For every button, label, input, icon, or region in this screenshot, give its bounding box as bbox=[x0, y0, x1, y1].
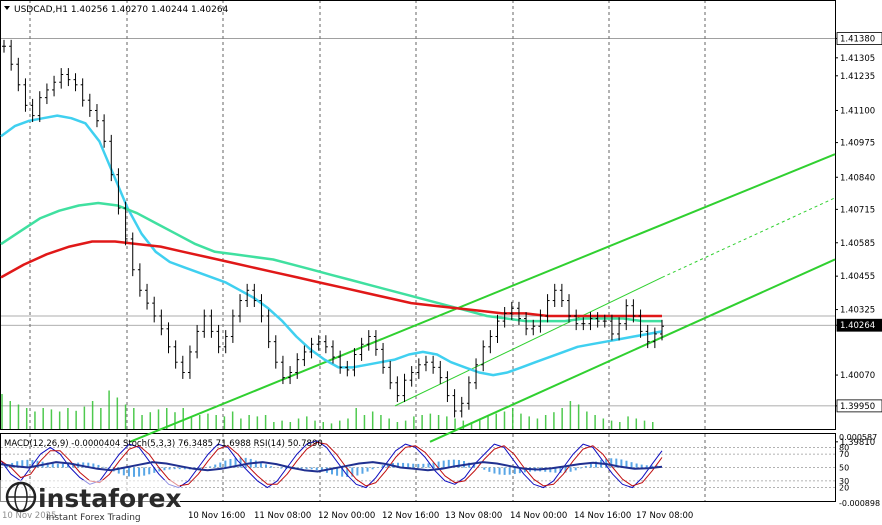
time-tick-label: 13 Nov 08:00 bbox=[445, 511, 502, 521]
price-label-box bbox=[836, 32, 882, 45]
price-tick-label: 1.41305 bbox=[840, 54, 875, 64]
symbol-header: USDCAD,H1 1.40256 1.40270 1.40244 1.4026… bbox=[14, 5, 229, 15]
indicator-tick-label: 30 bbox=[839, 477, 849, 486]
channel-line bbox=[394, 276, 663, 407]
price-channel bbox=[129, 153, 836, 443]
price-tick-label: 1.40264 bbox=[840, 321, 875, 331]
price-bars bbox=[2, 39, 664, 418]
price-tick-label: 1.40070 bbox=[840, 371, 875, 381]
ma-line-ma_mid bbox=[0, 201, 662, 323]
price-tick-label: 1.41380 bbox=[840, 35, 875, 45]
indicator-tick-label: 70 bbox=[839, 450, 849, 459]
level-lines bbox=[1, 38, 835, 407]
indicator-pane bbox=[0, 440, 835, 489]
volume-bars bbox=[1, 390, 654, 429]
ma-line-ma_slow bbox=[0, 240, 662, 318]
price-tick-label: 1.39810 bbox=[840, 438, 875, 448]
time-tick-label: 14 Nov 16:00 bbox=[574, 511, 631, 521]
indicator-tick-label: -0.000898 bbox=[839, 499, 880, 508]
instaforex-logo: instaforex Instant Forex Trading bbox=[0, 480, 182, 525]
brand-name: instaforex bbox=[38, 484, 182, 513]
time-tick-label: 10 Nov 16:00 bbox=[188, 511, 245, 521]
price-tick-label: 1.41100 bbox=[840, 106, 875, 116]
stoch-signal-line bbox=[0, 441, 663, 487]
time-tick-label: 12 Nov 00:00 bbox=[318, 511, 375, 521]
moving-averages bbox=[0, 114, 663, 377]
time-tick-label: 11 Nov 08:00 bbox=[254, 511, 311, 521]
price-label-box bbox=[836, 399, 882, 413]
indicator-tick-label: 50 bbox=[839, 464, 849, 473]
main-pane-border bbox=[0, 0, 836, 430]
price-tick-label: 1.40975 bbox=[840, 139, 875, 149]
time-tick-label: 14 Nov 00:00 bbox=[510, 511, 567, 521]
indicator-header: MACD(12,26,9) -0.0000404 Stoch(5,3,3) 76… bbox=[4, 439, 323, 449]
channel-line bbox=[129, 153, 836, 443]
time-tick-label: 12 Nov 16:00 bbox=[382, 511, 439, 521]
time-tick-label: 17 Nov 08:00 bbox=[636, 511, 693, 521]
price-tick-label: 1.40715 bbox=[840, 205, 875, 215]
channel-line bbox=[661, 197, 836, 278]
price-tick-label: 1.40325 bbox=[840, 306, 875, 316]
price-label-box bbox=[836, 318, 882, 332]
indicator-tick-label: 0.000587 bbox=[839, 433, 877, 442]
ma-line-ma_fast bbox=[0, 114, 663, 377]
dropdown-arrow-icon[interactable] bbox=[4, 6, 10, 10]
indicator-tick-label: 20 bbox=[839, 484, 849, 493]
price-tick-label: 1.39950 bbox=[840, 402, 875, 412]
channel-line bbox=[429, 258, 836, 443]
indicator-tick-label: 80 bbox=[839, 443, 849, 452]
price-tick-label: 1.40455 bbox=[840, 272, 875, 282]
indicator-pane-border bbox=[0, 433, 836, 502]
brand-tagline: Instant Forex Trading bbox=[46, 513, 141, 523]
price-tick-label: 1.40585 bbox=[840, 239, 875, 249]
price-tick-label: 1.41235 bbox=[840, 72, 875, 82]
price-axis: 1.41380 1.41305 1.41235 1.41100 1.40975 1.408… bbox=[835, 32, 882, 448]
price-tick-label: 1.40840 bbox=[840, 173, 875, 183]
stoch-main-line bbox=[0, 440, 663, 489]
rsi-line bbox=[0, 461, 663, 473]
